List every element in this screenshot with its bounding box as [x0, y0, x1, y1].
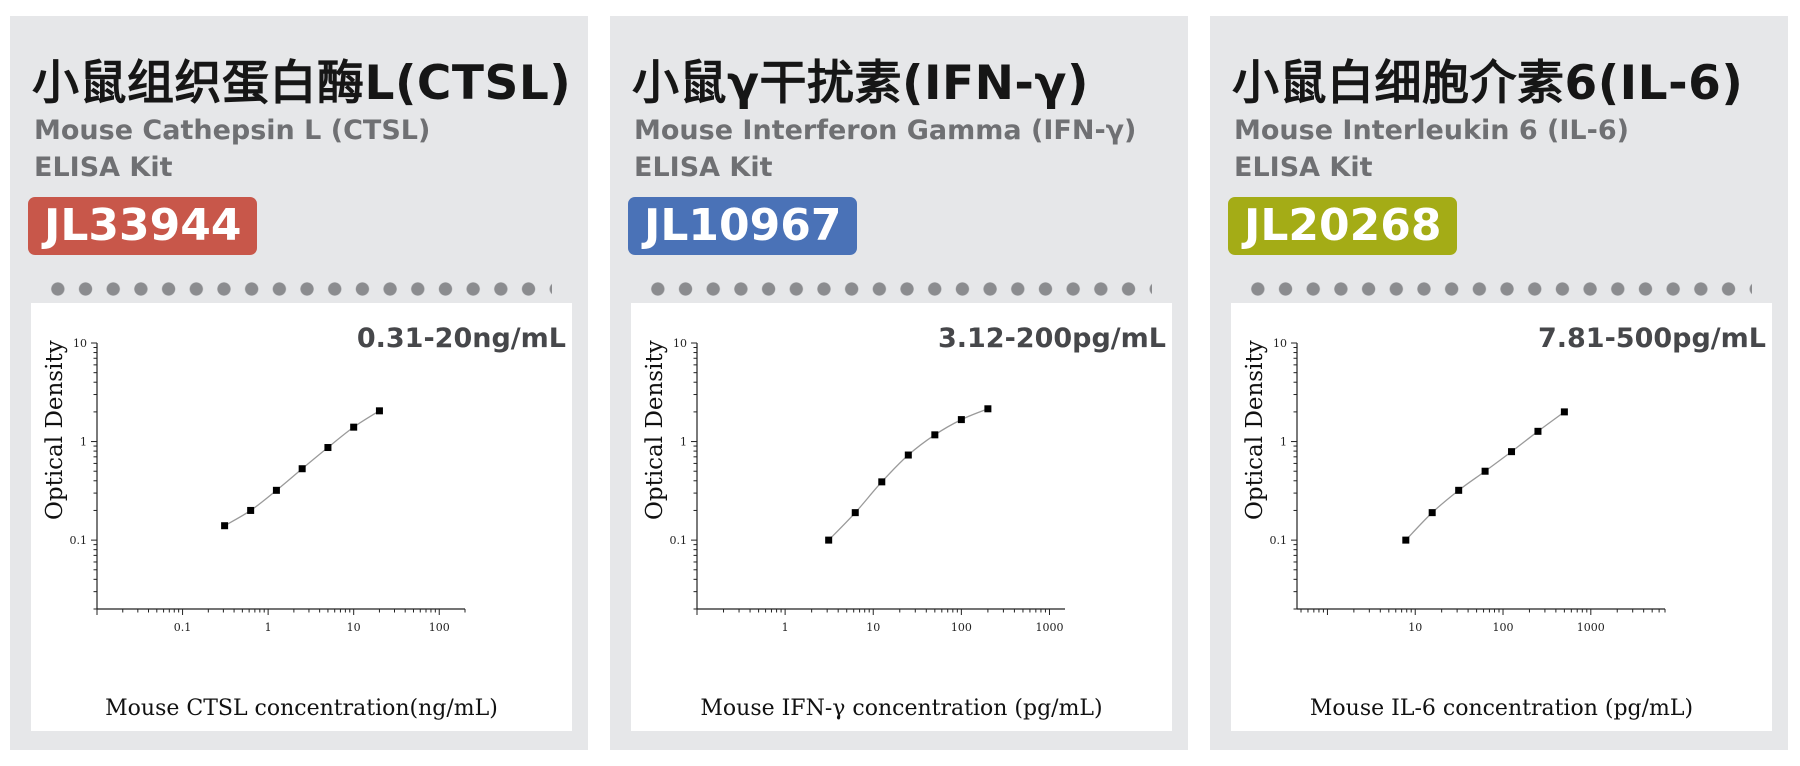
standard-curve-chart: 7.81-500pg/mL 10 100 1000 10 1 0.1 Optical De…: [1231, 303, 1772, 731]
subtitle-line-1: Mouse Interferon Gamma (IFN-γ): [634, 115, 1137, 146]
dotted-divider: [644, 282, 1152, 296]
x-tick-label: 0.1: [174, 621, 192, 634]
x-tick-label: 1000: [1035, 621, 1063, 634]
x-tick-label: 1: [782, 621, 789, 634]
data-point: [957, 416, 965, 424]
catalog-badge: JL20268: [1228, 197, 1458, 255]
fit-curve: [828, 408, 989, 541]
data-point: [1560, 408, 1568, 416]
y-axis-label: Optical Density: [42, 340, 68, 520]
data-point: [1508, 448, 1516, 456]
standard-curve-chart: 3.12-200pg/mL 1 10 100 1000 10 1 0.1 Optical D…: [631, 303, 1172, 731]
chart-svg: 0.1 1 10 100 10 1 0.1: [70, 337, 466, 634]
y-tick-label: 1: [80, 436, 87, 449]
data-point: [247, 506, 255, 514]
x-tick-label: 10: [1408, 621, 1422, 634]
x-tick-label: 1000: [1577, 621, 1605, 634]
data-point: [375, 407, 383, 415]
data-point: [904, 451, 912, 459]
subtitle-line-2: ELISA Kit: [634, 152, 773, 183]
product-title: 小鼠白细胞介素6(IL-6): [1232, 56, 1744, 111]
x-axis-label: Mouse IFN-γ concentration (pg/mL): [700, 696, 1103, 721]
product-subtitle: Mouse Interleukin 6 (IL-6) ELISA Kit: [1234, 112, 1774, 186]
detection-range: 0.31-20ng/mL: [356, 323, 566, 354]
x-tick-label: 1: [265, 621, 272, 634]
subtitle-line-1: Mouse Interleukin 6 (IL-6): [1234, 115, 1629, 146]
dotted-divider: [1244, 282, 1752, 296]
data-point: [931, 431, 939, 439]
data-point: [298, 465, 306, 473]
chart-svg: 10 100 1000 10 1 0.1: [1270, 337, 1666, 634]
x-tick-label: 10: [347, 621, 361, 634]
data-point: [1455, 486, 1463, 494]
data-point: [221, 522, 229, 530]
standard-curve-chart: 0.31-20ng/mL 0.1 1 10 100 10 1 0.1 Optical Den…: [31, 303, 572, 731]
data-point: [825, 536, 833, 544]
data-point: [1402, 536, 1410, 544]
data-point: [1428, 509, 1436, 517]
chart-svg: 1 10 100 1000 10 1 0.1: [670, 337, 1065, 634]
subtitle-line-2: ELISA Kit: [34, 152, 173, 183]
product-card-ifn-gamma: 小鼠γ干扰素(IFN-γ) Mouse Interferon Gamma (IF…: [610, 16, 1188, 750]
y-axis-label: Optical Density: [1242, 340, 1268, 520]
data-point: [1481, 467, 1489, 475]
data-point: [350, 423, 358, 431]
dotted-divider: [44, 282, 552, 296]
subtitle-line-2: ELISA Kit: [1234, 152, 1373, 183]
y-axis-label: Optical Density: [642, 340, 668, 520]
y-tick-label: 0.1: [670, 534, 688, 547]
y-tick-label: 10: [1273, 337, 1287, 350]
product-card-il-6: 小鼠白细胞介素6(IL-6) Mouse Interleukin 6 (IL-6…: [1210, 16, 1788, 750]
y-tick-label: 0.1: [1270, 534, 1288, 547]
x-tick-label: 10: [866, 621, 880, 634]
detection-range: 7.81-500pg/mL: [1537, 323, 1766, 354]
y-tick-label: 1: [1280, 436, 1287, 449]
y-tick-label: 10: [673, 337, 687, 350]
detection-range: 3.12-200pg/mL: [937, 323, 1166, 354]
product-subtitle: Mouse Cathepsin L (CTSL) ELISA Kit: [34, 112, 574, 186]
y-tick-label: 0.1: [70, 534, 88, 547]
data-point: [1534, 427, 1542, 435]
x-tick-label: 100: [951, 621, 972, 634]
y-tick-label: 1: [680, 436, 687, 449]
subtitle-line-1: Mouse Cathepsin L (CTSL): [34, 115, 431, 146]
product-card-ctsl: 小鼠组织蛋白酶L(CTSL) Mouse Cathepsin L (CTSL) …: [10, 16, 588, 750]
x-axis-label: Mouse CTSL concentration(ng/mL): [105, 696, 498, 721]
data-point: [851, 509, 859, 517]
y-tick-label: 10: [73, 337, 87, 350]
data-point: [324, 444, 332, 452]
product-title: 小鼠组织蛋白酶L(CTSL): [32, 56, 572, 111]
product-title: 小鼠γ干扰素(IFN-γ): [632, 56, 1089, 111]
x-tick-label: 100: [429, 621, 450, 634]
data-point: [984, 405, 992, 413]
x-tick-label: 100: [1493, 621, 1514, 634]
product-subtitle: Mouse Interferon Gamma (IFN-γ) ELISA Kit: [634, 112, 1174, 186]
data-point: [878, 478, 886, 486]
x-axis-label: Mouse IL-6 concentration (pg/mL): [1309, 696, 1694, 721]
data-point: [272, 486, 280, 494]
catalog-badge: JL33944: [28, 197, 258, 255]
catalog-badge: JL10967: [628, 197, 858, 255]
